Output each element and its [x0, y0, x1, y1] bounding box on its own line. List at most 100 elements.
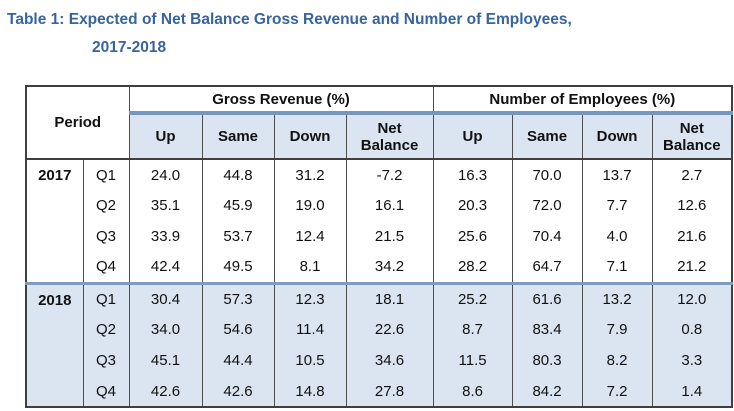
table-cell: 24.0 [128, 159, 203, 190]
table-cell: 13.2 [581, 281, 653, 314]
table-cell: 8.2 [581, 345, 653, 376]
table-cell: 14.8 [273, 376, 347, 407]
quarter-label: Q4 [82, 376, 130, 407]
table-cell: 12.6 [651, 190, 733, 221]
year-label-2017: 2017 [25, 159, 84, 283]
table-cell: -7.2 [345, 159, 434, 190]
table-cell: 16.3 [432, 159, 513, 190]
table-cell: 1.4 [651, 376, 733, 407]
table-cell: 22.6 [345, 314, 434, 345]
table-cell: 57.3 [201, 281, 275, 314]
col-header-emp-up: Up [432, 113, 513, 160]
col-header-emp-net-balance: Net Balance [651, 113, 733, 160]
table-cell: 10.5 [273, 345, 347, 376]
table-cell: 12.4 [273, 221, 347, 252]
table-cell: 27.8 [345, 376, 434, 407]
table-cell: 8.6 [432, 376, 513, 407]
table-cell: 42.4 [128, 252, 203, 283]
table-cell: 28.2 [432, 252, 513, 283]
table-cell: 7.1 [581, 252, 653, 283]
table-cell: 25.6 [432, 221, 513, 252]
table-cell: 11.4 [273, 314, 347, 345]
table-cell: 11.5 [432, 345, 513, 376]
col-header-emp-same: Same [511, 113, 583, 160]
col-header-gross-up: Up [128, 113, 203, 160]
table-cell: 72.0 [511, 190, 583, 221]
table-cell: 34.0 [128, 314, 203, 345]
table-cell: 12.3 [273, 281, 347, 314]
table-title: Table 1: Expected of Net Balance Gross R… [7, 6, 727, 62]
table-title-line2: 2017-2018 [92, 39, 167, 56]
table-row-2018-q4: Q4 42.6 42.6 14.8 27.8 8.6 84.2 7.2 1.4 [26, 376, 733, 407]
table-row-2017-q3: Q3 33.9 53.7 12.4 21.5 25.6 70.4 4.0 21.… [26, 221, 733, 252]
table-cell: 64.7 [511, 252, 583, 283]
table-cell: 49.5 [201, 252, 275, 283]
col-header-gross-down: Down [273, 113, 347, 160]
table-cell: 53.7 [201, 221, 275, 252]
table-cell: 13.7 [581, 159, 653, 190]
table-row-2018-q1: 2018 Q1 30.4 57.3 12.3 18.1 25.2 61.6 13… [25, 281, 733, 407]
table-row-2018-q3: Q3 45.1 44.4 10.5 34.6 11.5 80.3 8.2 3.3 [26, 345, 733, 376]
table-cell: 31.2 [273, 159, 347, 190]
table-cell: 3.3 [651, 345, 733, 376]
table-cell: 7.7 [581, 190, 653, 221]
table-cell: 34.2 [345, 252, 434, 283]
section-2017: 2017 Q1 24.0 44.8 31.2 -7.2 16.3 70.0 13… [25, 159, 733, 283]
table-cell: 18.1 [345, 281, 434, 314]
table-title-line1: Table 1: Expected of Net Balance Gross R… [7, 11, 572, 28]
table-cell: 84.2 [511, 376, 583, 407]
header-group-row: Period Gross Revenue (%) Number of Emplo… [25, 86, 733, 160]
year-label-2018: 2018 [25, 281, 84, 407]
period-header: Period [25, 86, 130, 160]
table-cell: 35.1 [128, 190, 203, 221]
table-cell: 61.6 [511, 281, 583, 314]
quarter-label: Q1 [82, 281, 130, 314]
table-cell: 20.3 [432, 190, 513, 221]
table-cell: 33.9 [128, 221, 203, 252]
net-balance-table: Period Gross Revenue (%) Number of Emplo… [25, 85, 734, 408]
group-header-gross-revenue: Gross Revenue (%) [128, 86, 434, 115]
table-cell: 7.9 [581, 314, 653, 345]
table-row-2017-q2: Q2 35.1 45.9 19.0 16.1 20.3 72.0 7.7 12.… [26, 190, 733, 221]
table-cell: 21.6 [651, 221, 733, 252]
table-cell: 21.2 [651, 252, 733, 283]
table-cell: 44.8 [201, 159, 275, 190]
quarter-label: Q2 [82, 190, 130, 221]
quarter-label: Q4 [82, 252, 130, 283]
col-header-gross-net-balance: Net Balance [345, 113, 434, 160]
table-cell: 7.2 [581, 376, 653, 407]
table-cell: 8.1 [273, 252, 347, 283]
table-cell: 19.0 [273, 190, 347, 221]
quarter-label: Q2 [82, 314, 130, 345]
table-cell: 70.4 [511, 221, 583, 252]
table-row-2018-q2: Q2 34.0 54.6 11.4 22.6 8.7 83.4 7.9 0.8 [26, 314, 733, 345]
table-row-2017-q1: 2017 Q1 24.0 44.8 31.2 -7.2 16.3 70.0 13… [25, 159, 733, 283]
section-2018: 2018 Q1 30.4 57.3 12.3 18.1 25.2 61.6 13… [25, 281, 733, 407]
table-cell: 0.8 [651, 314, 733, 345]
table-cell: 2.7 [651, 159, 733, 190]
header-sub-row: Up Same Down Net Balance Up Same Down Ne… [26, 113, 733, 160]
quarter-label: Q3 [82, 221, 130, 252]
table-cell: 25.2 [432, 281, 513, 314]
table-cell: 8.7 [432, 314, 513, 345]
quarter-label: Q1 [82, 159, 130, 190]
col-header-gross-same: Same [201, 113, 275, 160]
table-cell: 70.0 [511, 159, 583, 190]
table-cell: 16.1 [345, 190, 434, 221]
table-cell: 45.9 [201, 190, 275, 221]
table-cell: 34.6 [345, 345, 434, 376]
table-cell: 80.3 [511, 345, 583, 376]
table-cell: 12.0 [651, 281, 733, 314]
table-row-2017-q4: Q4 42.4 49.5 8.1 34.2 28.2 64.7 7.1 21.2 [26, 252, 733, 283]
table-cell: 45.1 [128, 345, 203, 376]
col-header-emp-down: Down [581, 113, 653, 160]
table-cell: 4.0 [581, 221, 653, 252]
table-cell: 54.6 [201, 314, 275, 345]
quarter-label: Q3 [82, 345, 130, 376]
table-cell: 83.4 [511, 314, 583, 345]
table-cell: 44.4 [201, 345, 275, 376]
table-cell: 42.6 [201, 376, 275, 407]
table-cell: 21.5 [345, 221, 434, 252]
group-header-employees: Number of Employees (%) [432, 86, 733, 115]
table-cell: 30.4 [128, 281, 203, 314]
